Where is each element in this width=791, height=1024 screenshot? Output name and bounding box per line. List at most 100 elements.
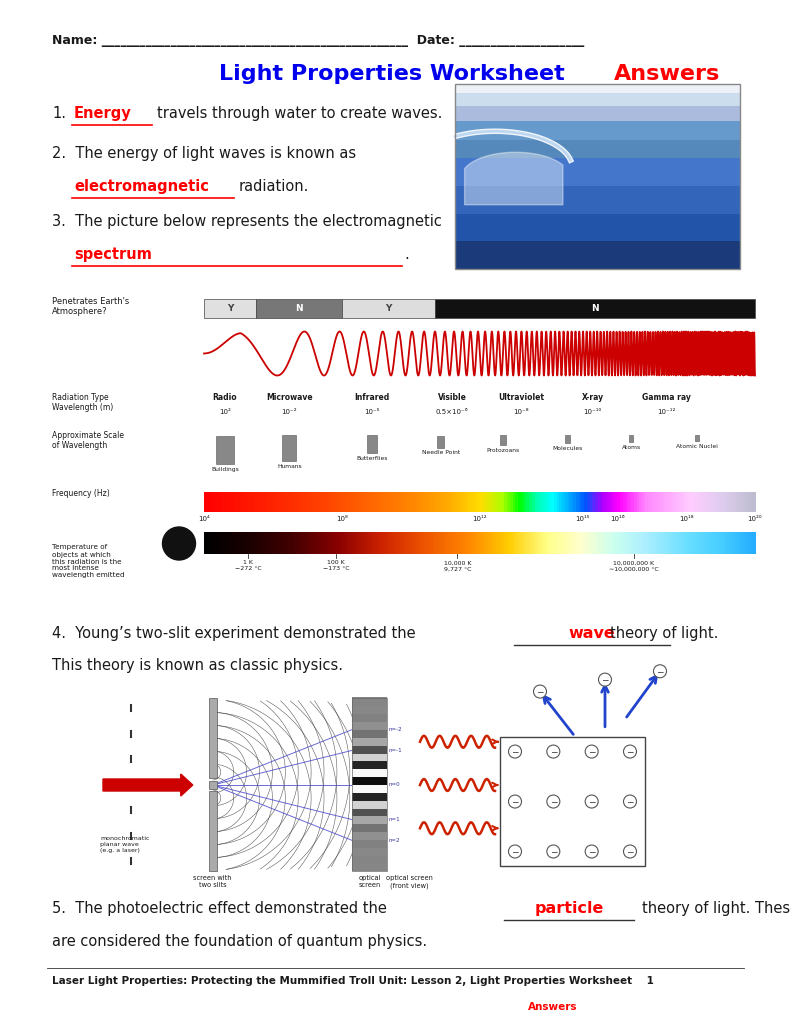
Bar bbox=[243, 493, 246, 512]
Bar bbox=[206, 532, 210, 555]
Bar bbox=[284, 532, 288, 555]
Bar bbox=[204, 493, 208, 512]
Bar bbox=[490, 493, 494, 512]
Bar bbox=[232, 532, 235, 555]
Bar bbox=[629, 435, 633, 442]
Bar bbox=[695, 435, 699, 441]
Text: monochromatic
planar wave
(e.g. a laser): monochromatic planar wave (e.g. a laser) bbox=[100, 837, 149, 853]
Bar bbox=[592, 532, 596, 555]
Bar bbox=[306, 532, 310, 555]
Bar bbox=[661, 493, 665, 512]
Bar bbox=[645, 493, 649, 512]
Bar bbox=[711, 493, 715, 512]
Bar bbox=[675, 493, 679, 512]
Text: Infrared: Infrared bbox=[354, 392, 390, 401]
Bar bbox=[301, 532, 305, 555]
Bar bbox=[455, 213, 740, 242]
Bar bbox=[226, 493, 230, 512]
Bar bbox=[543, 532, 547, 555]
Bar bbox=[254, 532, 257, 555]
Bar bbox=[221, 532, 225, 555]
Bar bbox=[350, 493, 354, 512]
Bar bbox=[626, 532, 630, 555]
Bar bbox=[510, 493, 513, 512]
Bar bbox=[711, 532, 715, 555]
Bar bbox=[617, 493, 621, 512]
Bar bbox=[500, 736, 645, 866]
Bar bbox=[615, 532, 619, 555]
Bar bbox=[386, 532, 390, 555]
Bar bbox=[683, 532, 687, 555]
Bar bbox=[664, 493, 668, 512]
Bar bbox=[722, 532, 725, 555]
Circle shape bbox=[623, 795, 637, 808]
Bar bbox=[628, 532, 632, 555]
Bar bbox=[717, 532, 720, 555]
Bar bbox=[361, 493, 365, 512]
Bar bbox=[334, 532, 337, 555]
Text: 10²: 10² bbox=[219, 409, 231, 415]
Bar bbox=[369, 532, 373, 555]
Text: electromagnetic: electromagnetic bbox=[74, 179, 209, 194]
Bar bbox=[455, 139, 740, 158]
Bar bbox=[411, 532, 414, 555]
Bar bbox=[648, 532, 651, 555]
Bar bbox=[568, 493, 571, 512]
Bar bbox=[394, 532, 398, 555]
Bar bbox=[392, 493, 395, 512]
Bar bbox=[345, 493, 348, 512]
Circle shape bbox=[547, 795, 560, 808]
Bar bbox=[352, 761, 387, 769]
Bar bbox=[634, 493, 638, 512]
Bar bbox=[282, 435, 297, 462]
Bar bbox=[590, 532, 593, 555]
Bar bbox=[551, 493, 554, 512]
Bar bbox=[392, 532, 395, 555]
Bar bbox=[394, 493, 398, 512]
Text: Approximate Scale
of Wavelength: Approximate Scale of Wavelength bbox=[52, 430, 124, 450]
Bar bbox=[352, 808, 387, 816]
Bar bbox=[500, 435, 505, 445]
Bar bbox=[234, 493, 238, 512]
Bar bbox=[490, 532, 494, 555]
Bar bbox=[639, 493, 643, 512]
Bar bbox=[548, 532, 552, 555]
Text: Molecules: Molecules bbox=[553, 446, 583, 452]
Bar bbox=[697, 532, 701, 555]
Bar bbox=[405, 493, 409, 512]
Bar bbox=[444, 493, 448, 512]
Bar bbox=[254, 493, 257, 512]
Bar bbox=[728, 532, 731, 555]
Text: Visible: Visible bbox=[437, 392, 467, 401]
Bar bbox=[430, 493, 433, 512]
Text: Y: Y bbox=[227, 304, 233, 312]
Text: 10¹⁸: 10¹⁸ bbox=[679, 516, 694, 522]
Bar bbox=[352, 737, 387, 745]
Bar bbox=[518, 493, 522, 512]
Bar bbox=[664, 532, 668, 555]
Bar bbox=[397, 493, 400, 512]
Bar bbox=[226, 532, 230, 555]
Bar bbox=[471, 532, 475, 555]
Bar bbox=[744, 493, 747, 512]
Text: radiation.: radiation. bbox=[239, 179, 309, 194]
Bar bbox=[507, 532, 511, 555]
Text: 10¹²: 10¹² bbox=[472, 516, 486, 522]
Bar bbox=[290, 493, 293, 512]
Text: Butterflies: Butterflies bbox=[357, 457, 388, 462]
Bar bbox=[494, 493, 497, 512]
Bar bbox=[730, 493, 734, 512]
Bar bbox=[212, 532, 216, 555]
Text: 1.: 1. bbox=[52, 106, 66, 121]
Bar bbox=[750, 532, 753, 555]
Text: 3.  The picture below represents the electromagnetic: 3. The picture below represents the elec… bbox=[52, 214, 442, 229]
Bar bbox=[223, 532, 227, 555]
Bar bbox=[537, 493, 541, 512]
Bar bbox=[457, 493, 461, 512]
Text: particle: particle bbox=[534, 901, 604, 916]
Bar bbox=[585, 532, 588, 555]
Bar bbox=[352, 776, 387, 785]
Bar bbox=[455, 532, 459, 555]
Bar bbox=[355, 532, 359, 555]
Bar bbox=[611, 532, 615, 555]
